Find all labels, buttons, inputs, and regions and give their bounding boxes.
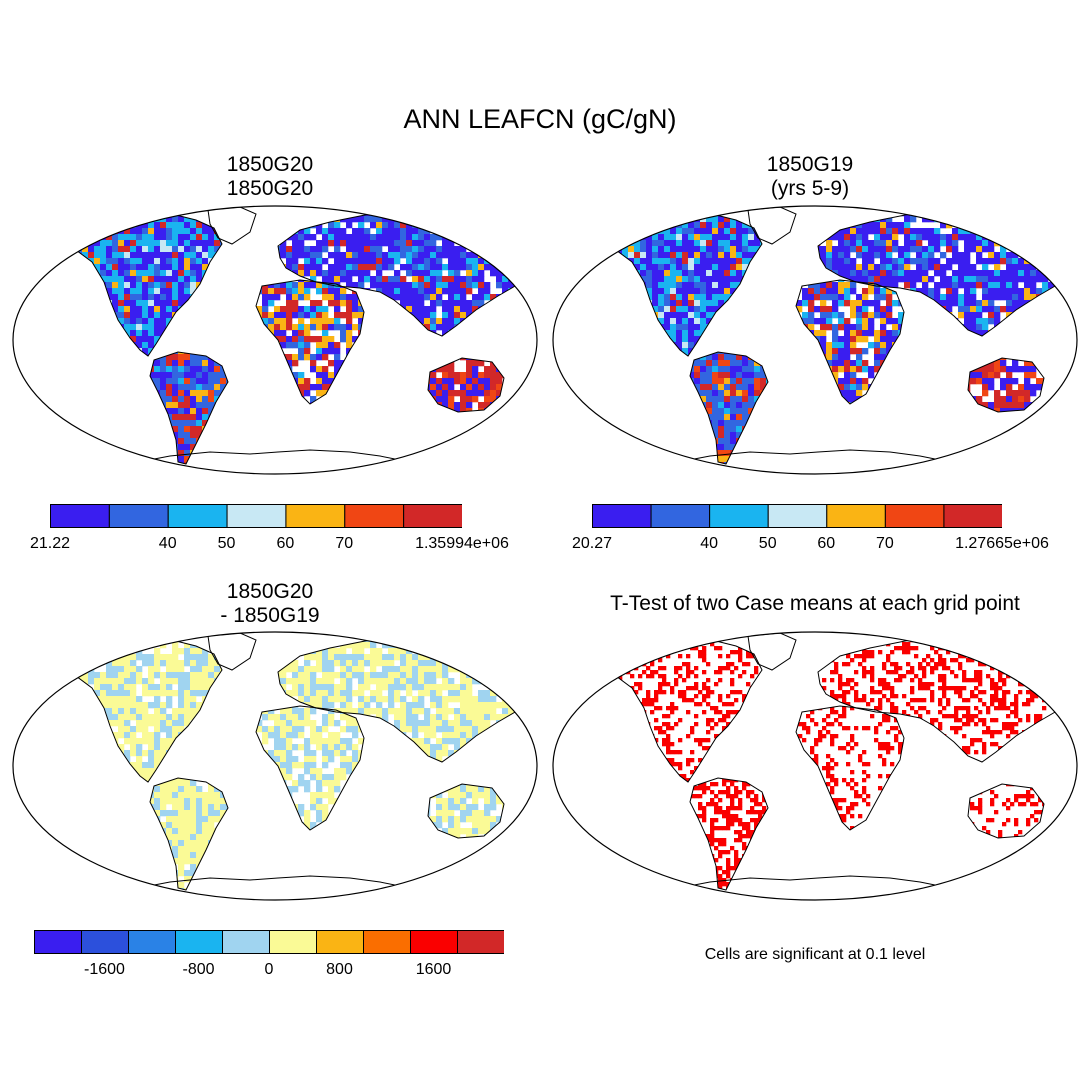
colorbar-swatch	[710, 505, 769, 528]
colorbar-swatch	[223, 931, 270, 954]
map-panel-4	[550, 630, 1080, 902]
colorbar-swatch	[364, 931, 411, 954]
panel-1-title-line2: 1850G20	[140, 177, 400, 201]
colorbar-panel-3	[34, 930, 504, 954]
panel-3-title: 1850G20 - 1850G19	[140, 580, 400, 628]
panel-2-title-line2: (yrs 5-9)	[680, 177, 940, 201]
panel-1-title: 1850G20 1850G20	[140, 153, 400, 201]
colorbar-swatch	[286, 505, 345, 528]
colorbar-swatch	[168, 505, 227, 528]
colorbar-panel-2	[592, 504, 1002, 528]
significance-note: Cells are significant at 0.1 level	[550, 946, 1080, 964]
map-panel-3	[10, 630, 540, 902]
panel-2-title-line1: 1850G19	[680, 153, 940, 177]
colorbar-swatch	[458, 931, 505, 954]
map-panel-2	[550, 204, 1080, 476]
colorbar-swatch	[768, 505, 827, 528]
colorbar-swatch	[227, 505, 286, 528]
panel-3-title-line1: 1850G20	[140, 580, 400, 604]
colorbar-swatch	[129, 931, 176, 954]
map-panel-1	[10, 204, 540, 476]
colorbar-swatch	[317, 931, 364, 954]
colorbar-panel-1	[50, 504, 462, 528]
colorbar-swatch	[82, 931, 129, 954]
colorbar-swatch	[109, 505, 168, 528]
colorbar-tick-label: 70	[825, 535, 945, 553]
colorbar-swatch	[176, 931, 223, 954]
colorbar-swatch	[944, 505, 1002, 528]
panel-3-title-line2: - 1850G19	[140, 604, 400, 628]
colorbar-swatch	[35, 931, 82, 954]
colorbar-swatch	[827, 505, 886, 528]
colorbar-tick-label: 1600	[374, 961, 494, 979]
colorbar-swatch	[51, 505, 110, 528]
panel-2-title: 1850G19 (yrs 5-9)	[680, 153, 940, 201]
panel-4-title: T-Test of two Case means at each grid po…	[550, 592, 1080, 616]
coastline-greenland	[748, 633, 796, 670]
colorbar-swatch	[345, 505, 404, 528]
colorbar-swatch	[593, 505, 652, 528]
figure-title: ANN LEAFCN (gC/gN)	[0, 104, 1080, 135]
colorbar-swatch	[411, 931, 458, 954]
colorbar-tick-label: 1.27665e+06	[942, 535, 1062, 553]
colorbar-tick-label: 1.35994e+06	[402, 535, 522, 553]
colorbar-tick-label: 20.27	[532, 535, 652, 553]
colorbar-swatch	[885, 505, 944, 528]
colorbar-swatch	[404, 505, 462, 528]
panel-1-title-line1: 1850G20	[140, 153, 400, 177]
colorbar-tick-label: 21.22	[0, 535, 110, 553]
colorbar-swatch	[651, 505, 710, 528]
colorbar-swatch	[270, 931, 317, 954]
colorbar-tick-label: 70	[284, 535, 404, 553]
